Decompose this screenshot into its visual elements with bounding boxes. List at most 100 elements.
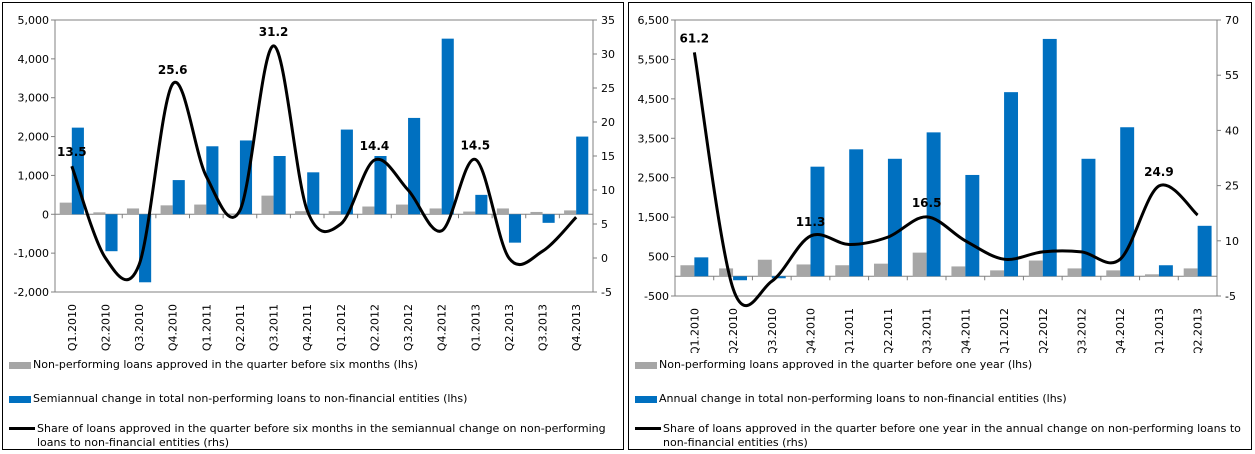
legend-label: Semiannual change in total non-performin…: [33, 392, 468, 405]
x-tick-label: Q2.2013: [1192, 308, 1205, 353]
y2-tick-label: 35: [601, 14, 615, 27]
data-label: 11.3: [796, 215, 826, 229]
y-tick-label: 2,500: [638, 172, 670, 185]
y-tick-label: 2,000: [18, 131, 50, 144]
bar: [362, 206, 375, 215]
bar: [160, 205, 173, 215]
bar: [227, 213, 240, 215]
x-tick-label: Q3.2012: [402, 304, 415, 351]
y-tick-label: -1,000: [14, 247, 49, 260]
bar: [408, 117, 421, 215]
bar: [172, 180, 185, 215]
legend-item: Non-performing loans approved in the qua…: [635, 358, 1243, 372]
y-tick-label: 1,500: [638, 211, 670, 224]
y-tick-label: -500: [644, 290, 669, 303]
legend-item: Non-performing loans approved in the qua…: [9, 358, 615, 372]
data-label: 13.5: [57, 145, 87, 159]
bar: [508, 214, 522, 243]
bar: [965, 174, 980, 277]
legend-label: Non-performing loans approved in the qua…: [659, 358, 1033, 371]
y2-tick-label: 55: [1225, 69, 1239, 82]
bar: [694, 257, 709, 277]
bar: [1042, 38, 1057, 277]
data-label: 31.2: [259, 25, 289, 39]
y-tick-label: 500: [648, 251, 669, 264]
legend-label: Non-performing loans approved in the qua…: [33, 358, 418, 371]
x-tick-label: Q4.2010: [167, 304, 180, 351]
legend-label: Annual change in total non-performing lo…: [659, 392, 1067, 405]
y-tick-label: 3,500: [638, 132, 670, 145]
x-tick-label: Q4.2011: [959, 308, 972, 353]
y2-tick-label: 20: [601, 116, 615, 129]
data-label: 24.9: [1144, 165, 1174, 179]
x-tick-label: Q2.2010: [99, 304, 112, 351]
bar: [796, 264, 811, 277]
bar: [926, 132, 941, 277]
bar: [542, 214, 555, 223]
x-tick-label: Q3.2013: [537, 304, 550, 351]
y2-tick-label: 70: [1225, 14, 1239, 27]
bar: [680, 265, 695, 277]
x-tick-label: Q3.2012: [1076, 308, 1089, 353]
legend-swatch: [635, 427, 661, 430]
bar: [576, 136, 589, 215]
x-tick-label: Q1.2012: [335, 304, 348, 351]
bar: [93, 212, 106, 215]
bar: [1197, 225, 1212, 277]
data-label: 25.6: [158, 63, 188, 77]
plot-area: [54, 19, 594, 293]
y-tick-label: 5,000: [18, 14, 50, 27]
bar: [194, 204, 207, 215]
bar: [530, 211, 543, 215]
x-tick-label: Q1.2012: [998, 308, 1011, 353]
bar: [951, 266, 966, 277]
bar: [1067, 268, 1082, 277]
y2-tick-label: -5: [1225, 290, 1236, 303]
bar: [395, 204, 409, 215]
plot-area: [674, 19, 1218, 297]
bar: [564, 210, 577, 215]
bar: [307, 172, 320, 215]
chart: -2,000 -1,000 0 1,000 2,000 3,000 4,000 5,000 -5…: [14, 14, 615, 351]
bar: [374, 156, 387, 215]
line: [692, 52, 1199, 308]
bar: [1004, 92, 1019, 277]
x-tick-label: Q1.2010: [688, 308, 701, 353]
bar: [1158, 265, 1173, 277]
x-tick-label: Q1.2013: [1153, 308, 1166, 353]
bar: [887, 158, 902, 277]
data-label: 14.4: [360, 139, 390, 153]
bar: [273, 156, 286, 215]
data-label: 16.5: [912, 196, 942, 210]
bar: [835, 265, 850, 277]
y2-tick-label: 15: [601, 150, 615, 163]
x-tick-label: Q2.2013: [503, 304, 516, 351]
legend-item: Share of loans approved in the quarter b…: [9, 422, 615, 450]
y-tick-label: 6,500: [638, 14, 670, 27]
bar: [1120, 127, 1135, 277]
y-tick-label: 4,000: [18, 53, 50, 66]
line: [70, 44, 578, 282]
legend-swatch: [9, 396, 31, 403]
x-tick-label: Q2.2010: [727, 308, 740, 353]
x-tick-label: Q4.2011: [301, 304, 314, 351]
x-tick-label: Q2.2011: [234, 304, 247, 351]
x-tick-label: Q1.2011: [843, 308, 856, 353]
y-tick-label: -2,000: [14, 286, 49, 299]
x-tick-label: Q4.2012: [436, 304, 449, 351]
y2-tick-label: 10: [601, 184, 615, 197]
bar: [719, 268, 734, 277]
bar: [990, 270, 1005, 277]
bar: [912, 252, 927, 277]
x-tick-label: Q1.2011: [200, 304, 213, 351]
y2-tick-label: -5: [601, 286, 612, 299]
bar: [261, 195, 274, 215]
y2-tick-label: 25: [1225, 180, 1239, 193]
y-tick-label: 5,500: [638, 53, 670, 66]
legend-swatch: [9, 362, 31, 369]
bar: [59, 202, 72, 215]
legend-item: Share of loans approved in the quarter b…: [635, 422, 1243, 450]
legend-item: Semiannual change in total non-performin…: [9, 392, 615, 406]
bar: [475, 194, 488, 215]
